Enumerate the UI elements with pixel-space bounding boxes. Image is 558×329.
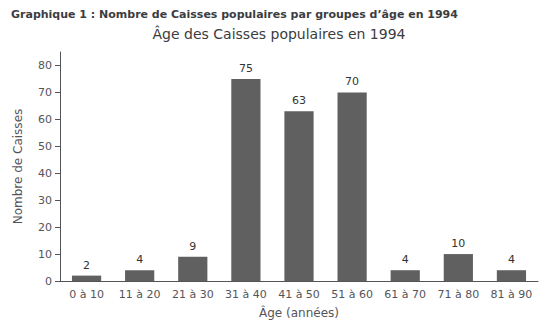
- svg-text:41 à 50: 41 à 50: [278, 288, 320, 301]
- svg-text:0: 0: [45, 275, 52, 288]
- svg-text:9: 9: [189, 240, 196, 253]
- svg-text:4: 4: [508, 253, 515, 266]
- svg-text:Âge (années): Âge (années): [259, 305, 339, 320]
- svg-text:10: 10: [38, 248, 52, 261]
- svg-text:60: 60: [38, 113, 52, 126]
- svg-text:Âge des Caisses populaires en: Âge des Caisses populaires en 1994: [153, 25, 406, 42]
- svg-text:11 à 20: 11 à 20: [119, 288, 161, 301]
- svg-text:30: 30: [38, 194, 52, 207]
- svg-text:71 à 80: 71 à 80: [437, 288, 479, 301]
- svg-text:21 à 30: 21 à 30: [172, 288, 214, 301]
- svg-text:20: 20: [38, 221, 52, 234]
- svg-text:50: 50: [38, 140, 52, 153]
- svg-text:75: 75: [239, 62, 253, 75]
- svg-text:0 à 10: 0 à 10: [69, 288, 104, 301]
- svg-text:70: 70: [38, 86, 52, 99]
- svg-text:63: 63: [292, 94, 306, 107]
- svg-text:51 à 60: 51 à 60: [331, 288, 373, 301]
- svg-text:4: 4: [402, 253, 409, 266]
- svg-text:81 à 90: 81 à 90: [491, 288, 533, 301]
- svg-text:10: 10: [451, 237, 465, 250]
- svg-text:Graphique 1 : Nombre de Caisse: Graphique 1 : Nombre de Caisses populair…: [11, 8, 458, 21]
- svg-text:Nombre de Caisses: Nombre de Caisses: [11, 109, 25, 225]
- svg-text:70: 70: [345, 75, 359, 88]
- svg-text:31 à 40: 31 à 40: [225, 288, 267, 301]
- svg-text:4: 4: [136, 253, 143, 266]
- svg-text:80: 80: [38, 59, 52, 72]
- svg-text:40: 40: [38, 167, 52, 180]
- svg-text:2: 2: [83, 259, 90, 272]
- svg-text:61 à 70: 61 à 70: [384, 288, 426, 301]
